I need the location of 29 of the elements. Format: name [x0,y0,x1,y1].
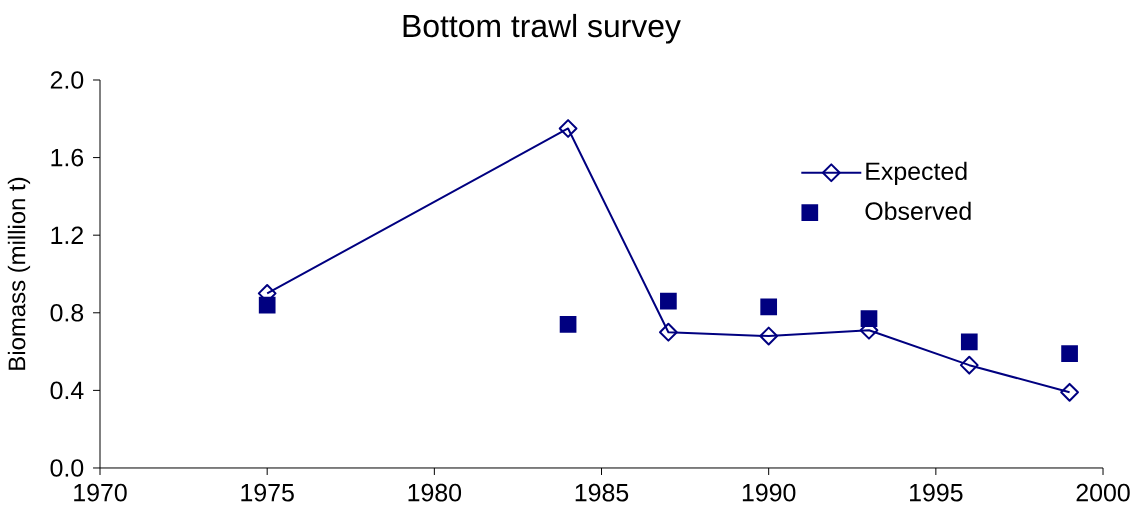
x-tick-label: 2000 [1076,483,1130,502]
point [258,296,276,314]
chart-title: Bottom trawl survey [403,13,681,44]
point [960,333,978,351]
legend-label: Expected [866,161,967,185]
y-tick-label: 1.6 [51,148,84,167]
point [759,326,779,346]
legend-label: Observed [865,201,971,220]
y-tick-label: 0.8 [50,303,84,322]
x-tick-label: 1970 [74,483,127,502]
point [959,355,979,375]
y-tick-label: 0.0 [50,459,84,477]
y-tick-label: 0.4 [50,381,84,400]
x-tick-label: 1980 [408,483,462,502]
point [760,298,778,316]
point [558,119,578,138]
y-tick-label: 1.2 [51,226,83,244]
point [860,310,878,327]
point [1060,382,1079,402]
x-tick-label: 1975 [241,483,294,502]
point [1061,345,1078,362]
y-tick-label: 2.0 [50,71,84,89]
x-tick-label: 1995 [910,483,963,502]
point [660,292,677,310]
x-tick-label: 1985 [575,483,629,502]
point [659,322,678,342]
point [559,316,577,333]
x-tick-label: 1990 [742,483,796,502]
y-axis-title: Biomass (million t) [7,177,31,370]
